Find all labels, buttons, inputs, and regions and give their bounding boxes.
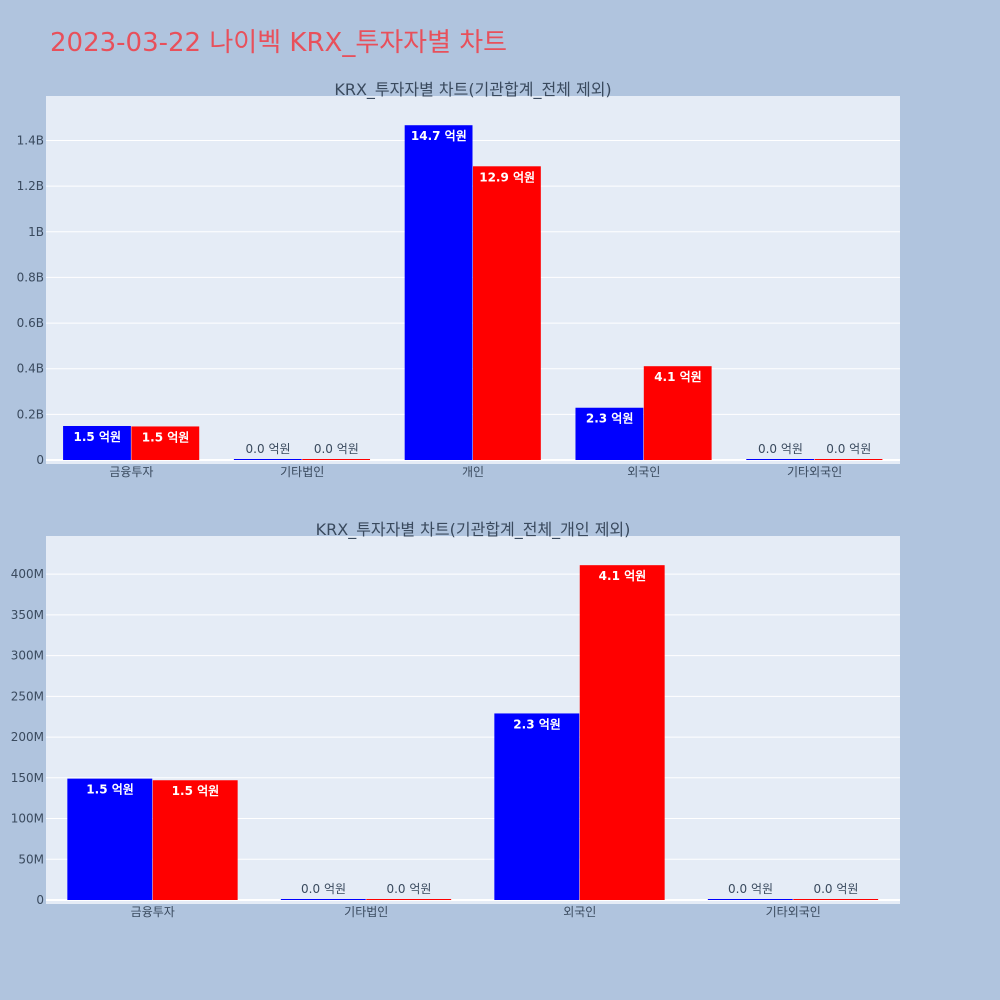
x-tick-label: 금융투자 bbox=[109, 465, 153, 479]
bar bbox=[494, 713, 580, 900]
bar bbox=[643, 366, 712, 460]
data-label: 12.9 억원 bbox=[479, 170, 535, 184]
data-label: 2.3 억원 bbox=[586, 412, 634, 426]
data-label: 2.3 억원 bbox=[513, 717, 561, 731]
y-tick-label: 0.6B bbox=[17, 316, 44, 330]
bar bbox=[131, 426, 200, 460]
y-tick-label: 1.4B bbox=[17, 134, 44, 148]
x-tick-label: 개인 bbox=[462, 465, 484, 479]
x-tick-label: 기타법인 bbox=[280, 465, 324, 479]
y-tick-label: 1B bbox=[28, 225, 44, 239]
bar bbox=[63, 425, 131, 460]
bar bbox=[233, 459, 302, 460]
bar bbox=[707, 899, 793, 900]
bar bbox=[793, 899, 879, 900]
x-tick-label: 금융투자 bbox=[131, 905, 175, 919]
data-label: 1.5 억원 bbox=[142, 430, 190, 444]
data-label: 0.0 억원 bbox=[826, 442, 871, 456]
data-label: 0.0 억원 bbox=[728, 882, 773, 896]
y-tick-label: 0.4B bbox=[17, 362, 44, 376]
data-label: 1.5 억원 bbox=[172, 784, 220, 798]
chart-title: KRX_투자자별 차트(기관합계_전체 제외) bbox=[334, 80, 611, 100]
x-tick-label: 기타외국인 bbox=[787, 465, 842, 479]
x-tick-label: 기타법인 bbox=[344, 905, 388, 919]
y-tick-label: 100M bbox=[11, 812, 44, 826]
chart-title: KRX_투자자별 차트(기관합계_전체_개인 제외) bbox=[316, 520, 631, 540]
y-tick-label: 0.8B bbox=[17, 270, 44, 284]
bar bbox=[152, 780, 238, 900]
data-label: 0.0 억원 bbox=[246, 442, 291, 456]
data-label: 0.0 억원 bbox=[386, 882, 431, 896]
data-label: 0.0 억원 bbox=[758, 442, 803, 456]
x-tick-label: 기타외국인 bbox=[766, 905, 821, 919]
y-tick-label: 0 bbox=[36, 893, 44, 907]
y-tick-label: 150M bbox=[11, 771, 44, 785]
data-label: 0.0 억원 bbox=[301, 882, 346, 896]
data-label: 4.1 억원 bbox=[599, 569, 647, 583]
bar bbox=[579, 565, 665, 900]
bar bbox=[746, 459, 815, 460]
page-title: 2023-03-22 나이벡 KRX_투자자별 차트 bbox=[50, 28, 508, 58]
y-tick-label: 350M bbox=[11, 608, 44, 622]
y-tick-label: 250M bbox=[11, 689, 44, 703]
y-tick-label: 50M bbox=[18, 852, 44, 866]
y-tick-label: 400M bbox=[11, 567, 44, 581]
bar bbox=[404, 125, 473, 460]
data-label: 0.0 억원 bbox=[314, 442, 359, 456]
bar bbox=[302, 459, 371, 460]
data-label: 14.7 억원 bbox=[411, 129, 467, 143]
data-label: 0.0 억원 bbox=[813, 882, 858, 896]
bar bbox=[575, 407, 644, 460]
bar bbox=[366, 899, 452, 900]
x-tick-label: 외국인 bbox=[627, 465, 660, 479]
y-tick-label: 1.2B bbox=[17, 179, 44, 193]
y-tick-label: 0 bbox=[36, 453, 44, 467]
data-label: 4.1 억원 bbox=[654, 370, 702, 384]
bar bbox=[67, 778, 153, 900]
bar bbox=[280, 899, 366, 900]
bar bbox=[473, 166, 541, 461]
y-tick-label: 0.2B bbox=[17, 407, 44, 421]
bar bbox=[814, 459, 883, 460]
y-tick-label: 200M bbox=[11, 730, 44, 744]
y-tick-label: 300M bbox=[11, 649, 44, 663]
x-tick-label: 외국인 bbox=[563, 905, 596, 919]
data-label: 1.5 억원 bbox=[73, 430, 121, 444]
data-label: 1.5 억원 bbox=[86, 783, 134, 797]
